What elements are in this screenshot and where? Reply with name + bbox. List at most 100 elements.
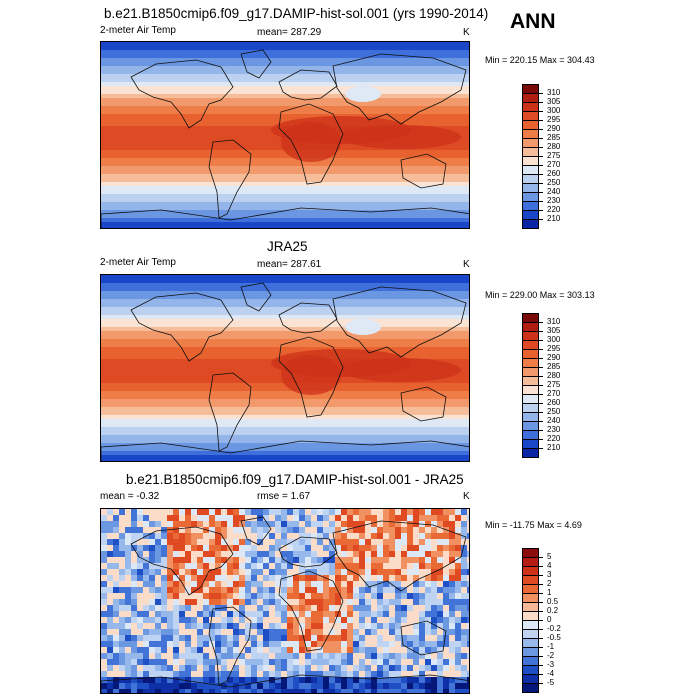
panel1-minmax: Min = 220.15 Max = 304.43 <box>485 55 595 65</box>
colorbar-swatch <box>522 422 539 431</box>
colorbar-level-label: -4 <box>547 669 555 678</box>
colorbar-swatch <box>522 413 539 422</box>
colorbar-level-label: 5 <box>547 552 552 561</box>
colorbar-swatch <box>522 585 539 594</box>
colorbar-swatch <box>522 368 539 377</box>
colorbar-swatch <box>522 130 539 139</box>
panel2-mean-label: mean= 287.61 <box>257 259 322 270</box>
colorbar-level-label: 290 <box>547 353 561 362</box>
panel1-mean-label: mean= 287.29 <box>257 27 322 38</box>
colorbar-level-label: 290 <box>547 124 561 133</box>
colorbar-swatch <box>522 558 539 567</box>
colorbar-level-label: 295 <box>547 344 561 353</box>
colorbar-swatch <box>522 139 539 148</box>
colorbar-level-label: 240 <box>547 416 561 425</box>
colorbar-level-label: 0 <box>547 615 552 624</box>
coastline <box>278 570 344 652</box>
panel1-map <box>100 41 470 229</box>
season-label: ANN <box>510 10 556 33</box>
colorbar-swatch <box>522 449 539 458</box>
colorbar-level-label: 260 <box>547 398 561 407</box>
colorbar-level-label: 240 <box>547 187 561 196</box>
colorbar-swatch <box>522 94 539 103</box>
colorbar-level-label: 220 <box>547 205 561 214</box>
coastline <box>332 286 467 358</box>
colorbar-level-label: 310 <box>547 88 561 97</box>
colorbar-level-label: 230 <box>547 196 561 205</box>
colorbar-level-label: 0.5 <box>547 597 559 606</box>
panel3-map <box>100 508 470 694</box>
coastline <box>332 520 467 592</box>
coastline <box>240 49 272 79</box>
colorbar-swatch <box>522 549 539 558</box>
coastline <box>130 292 234 362</box>
colorbar-level-label: 310 <box>547 317 561 326</box>
coastline <box>400 620 447 656</box>
colorbar-swatch <box>522 648 539 657</box>
colorbar-level-label: 270 <box>547 160 561 169</box>
colorbar-level-label: 260 <box>547 169 561 178</box>
colorbar-swatch <box>522 666 539 675</box>
colorbar-swatch <box>522 314 539 323</box>
colorbar-swatch <box>522 359 539 368</box>
coastline <box>278 536 338 568</box>
colorbar-swatch <box>522 377 539 386</box>
panel2-unit: K <box>463 259 470 270</box>
colorbar-swatch <box>522 675 539 684</box>
colorbar-swatch <box>522 184 539 193</box>
colorbar-swatch <box>522 612 539 621</box>
colorbar-swatch <box>522 341 539 350</box>
coastline <box>101 440 469 461</box>
panel2-variable-label: 2-meter Air Temp <box>100 257 176 268</box>
colorbar-swatch <box>522 85 539 94</box>
colorbar-level-label: 250 <box>547 178 561 187</box>
colorbar-level-label: 285 <box>547 133 561 142</box>
coastline <box>278 336 344 418</box>
colorbar-level-label: -0.5 <box>547 633 561 642</box>
colorbar-swatch <box>522 431 539 440</box>
colorbar-swatch <box>522 630 539 639</box>
panel3-rmse-label: rmse = 1.67 <box>257 491 311 502</box>
coastline <box>208 606 252 686</box>
colorbar-level-label: 275 <box>547 380 561 389</box>
colorbar-swatch <box>522 386 539 395</box>
panel3-minmax: Min = -11.75 Max = 4.69 <box>485 520 582 530</box>
colorbar-level-label: -2 <box>547 651 555 660</box>
colorbar-level-label: 305 <box>547 326 561 335</box>
colorbar-swatch <box>522 112 539 121</box>
colorbar-swatch <box>522 395 539 404</box>
coastline <box>240 516 272 546</box>
colorbar-level-label: 270 <box>547 389 561 398</box>
colorbar-swatch <box>522 323 539 332</box>
coastline <box>240 282 272 312</box>
colorbar-level-label: 300 <box>547 335 561 344</box>
coastline <box>101 674 469 693</box>
colorbar-level-label: 280 <box>547 371 561 380</box>
colorbar-level-label: 285 <box>547 362 561 371</box>
colorbar-level-label: 280 <box>547 142 561 151</box>
panel3-mean-label: mean = -0.32 <box>100 491 160 502</box>
colorbar-level-label: -3 <box>547 660 555 669</box>
colorbar-level-label: 275 <box>547 151 561 160</box>
coastline <box>278 69 338 101</box>
colorbar-level-label: 3 <box>547 570 552 579</box>
coastline <box>208 139 252 219</box>
colorbar-swatch <box>522 621 539 630</box>
colorbar-swatch <box>522 567 539 576</box>
coastline <box>130 59 234 129</box>
coastline <box>208 372 252 452</box>
colorbar-level-label: 300 <box>547 106 561 115</box>
colorbar-level-label: 210 <box>547 443 561 452</box>
panel3-title: b.e21.B1850cmip6.f09_g17.DAMIP-hist-sol.… <box>126 472 464 487</box>
panel2-map <box>100 274 470 462</box>
colorbar-swatch <box>522 350 539 359</box>
colorbar-swatch <box>522 157 539 166</box>
colorbar-level-label: -5 <box>547 678 555 687</box>
colorbar-swatch <box>522 103 539 112</box>
panel1-variable-label: 2-meter Air Temp <box>100 25 176 36</box>
colorbar-swatch <box>522 220 539 229</box>
colorbar-swatch <box>522 576 539 585</box>
colorbar-level-label: 2 <box>547 579 552 588</box>
panel1-unit: K <box>463 27 470 38</box>
colorbar-level-label: -1 <box>547 642 555 651</box>
